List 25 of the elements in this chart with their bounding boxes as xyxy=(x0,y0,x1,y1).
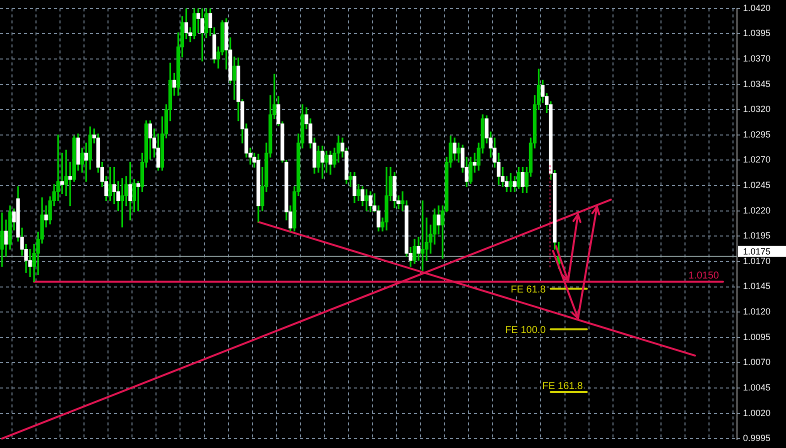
y-tick-label: 1.0070 xyxy=(743,357,771,368)
y-tick-label: 1.0420 xyxy=(743,2,771,13)
y-tick-label: 1.0220 xyxy=(743,205,771,216)
y-tick-label: 1.0145 xyxy=(743,281,771,292)
series-label: 1.0150 xyxy=(688,270,720,282)
y-tick-label: 1.0095 xyxy=(743,332,771,342)
series-label: FE 100.0 xyxy=(505,324,546,336)
candlestick xyxy=(420,200,424,271)
y-tick-label: 1.0345 xyxy=(743,78,771,89)
y-tick-label: 1.0170 xyxy=(743,256,771,266)
y-tick-label: 1.0295 xyxy=(743,129,771,140)
ref-line-label: 1.0175 xyxy=(743,246,771,256)
candlestick xyxy=(348,172,352,187)
y-tick-label: 1.0045 xyxy=(743,382,771,392)
y-tick-label: 1.0320 xyxy=(743,104,771,114)
y-tick-label: 1.0195 xyxy=(743,230,771,241)
y-tick-label: 1.0270 xyxy=(743,154,771,165)
y-tick-label: 0.9995 xyxy=(743,433,771,444)
y-tick-label: 1.0120 xyxy=(743,306,771,317)
y-tick-label: 1.0370 xyxy=(743,53,771,64)
series-label: FE 161.8 xyxy=(542,381,584,392)
y-tick-label: 1.0020 xyxy=(743,408,771,418)
series-label: FE 61.8 xyxy=(510,284,546,296)
y-tick-label: 1.0395 xyxy=(743,28,771,38)
y-tick-label: 1.0245 xyxy=(743,180,771,190)
